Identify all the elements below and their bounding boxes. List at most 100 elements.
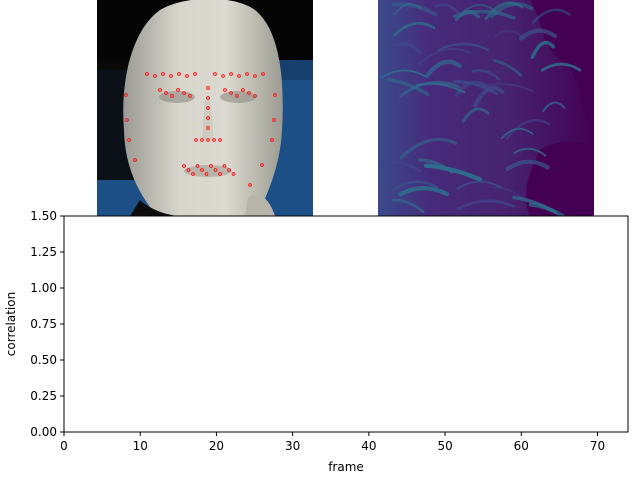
landmark-point: [206, 86, 210, 90]
landmark-point: [229, 91, 233, 95]
landmark-point: [222, 164, 227, 168]
landmark-point: [127, 138, 131, 142]
flow-streak: [519, 28, 558, 41]
landmark-point: [235, 94, 239, 98]
y-tick-label: 1.00: [30, 281, 57, 295]
landmark-point: [169, 74, 173, 78]
landmark-point: [231, 172, 236, 176]
flow-streak: [492, 59, 523, 77]
x-tick-label: 50: [437, 439, 452, 453]
landmark-point: [272, 118, 276, 122]
flow-streak: [418, 47, 472, 65]
y-tick-label: 0.25: [30, 389, 57, 403]
landmark-point: [133, 158, 137, 162]
x-tick-label: 70: [590, 439, 605, 453]
y-tick-label: 1.50: [30, 209, 57, 223]
x-tick-label: 20: [209, 439, 224, 453]
landmark-point: [223, 88, 227, 92]
landmark-point: [158, 88, 162, 92]
flow-streak: [392, 42, 422, 54]
flow-streak: [505, 119, 551, 140]
landmark-point: [218, 172, 222, 176]
flow-streak: [423, 163, 483, 182]
landmark-point: [182, 91, 186, 95]
x-tick-label: 10: [133, 439, 148, 453]
landmark-point: [261, 72, 265, 76]
landmark-point: [125, 118, 129, 122]
flow-streak: [424, 59, 462, 79]
flow-streak: [417, 158, 454, 174]
landmark-point: [194, 138, 198, 142]
y-tick-label: 0.50: [30, 353, 57, 367]
y-tick-label: 0.00: [30, 425, 57, 439]
landmark-point: [193, 72, 197, 76]
x-axis-label: frame: [328, 460, 364, 474]
flow-streak: [453, 79, 498, 96]
facial-landmarks: [124, 72, 277, 187]
landmark-point: [200, 168, 204, 172]
landmark-point: [213, 72, 217, 76]
y-axis-label: correlation: [4, 292, 18, 356]
landmark-point: [206, 106, 210, 110]
flow-streak: [463, 4, 497, 13]
landmark-point: [124, 93, 128, 97]
x-tick-label: 30: [285, 439, 300, 453]
landmark-point: [218, 138, 222, 142]
landmark-point: [186, 168, 191, 172]
landmark-point: [164, 91, 168, 95]
landmark-point: [247, 91, 251, 95]
landmark-point: [195, 164, 200, 168]
flow-streak: [380, 160, 421, 172]
landmark-point: [245, 72, 249, 76]
landmark-point: [253, 74, 257, 78]
flow-streak: [393, 21, 436, 37]
landmark-point: [212, 138, 216, 142]
flow-streak: [501, 127, 534, 139]
landmark-point: [170, 94, 174, 98]
y-tick-label: 1.25: [30, 245, 57, 259]
y-axis-ticks: 0.00 0.25 0.50 0.75 1.00 1.25 1.50: [30, 209, 64, 439]
landmark-point: [221, 74, 225, 78]
x-tick-label: 0: [60, 439, 68, 453]
flow-streak: [461, 107, 490, 123]
landmark-point: [227, 168, 231, 172]
landmark-point: [153, 74, 157, 78]
flow-streak: [505, 159, 550, 172]
flow-streak: [484, 1, 524, 21]
flow-streak: [471, 69, 501, 81]
flow-streak: [392, 180, 439, 192]
flow-streak: [400, 138, 458, 159]
flow-streak: [398, 186, 450, 197]
flow-streak: [456, 180, 503, 190]
x-axis-ticks: 0 10 20 30 40 50 60 70: [60, 432, 605, 453]
landmark-point: [209, 164, 213, 168]
flow-streak: [437, 42, 490, 52]
landmark-point: [213, 168, 218, 172]
landmark-point: [200, 138, 204, 142]
landmark-point: [237, 74, 241, 78]
landmark-point: [229, 72, 233, 76]
flow-streak: [493, 29, 525, 39]
flow-streak: [415, 82, 466, 94]
correlation-plot: 0 10 20 30 40 50 60 70 0.00 0.25 0.50 0.75 1.00 1.25…: [4, 209, 629, 474]
landmark-point: [182, 164, 186, 168]
landmark-point: [191, 172, 195, 176]
landmark-point: [185, 74, 189, 78]
flow-streak: [393, 3, 423, 16]
flow-streak: [530, 40, 556, 59]
flow-streak: [531, 8, 571, 24]
landmark-point: [206, 126, 210, 130]
landmark-point: [270, 138, 274, 142]
landmark-point: [206, 96, 210, 100]
landmark-point: [161, 72, 165, 76]
flow-streak: [391, 2, 438, 17]
flow-streak: [528, 202, 567, 216]
y-tick-label: 0.75: [30, 317, 57, 331]
flow-streak: [542, 101, 566, 113]
flow-streak: [513, 147, 547, 157]
face-image-panel: [97, 0, 313, 216]
landmark-point: [241, 88, 245, 92]
flow-streak: [491, 186, 523, 199]
flow-field-panel: [378, 0, 594, 216]
